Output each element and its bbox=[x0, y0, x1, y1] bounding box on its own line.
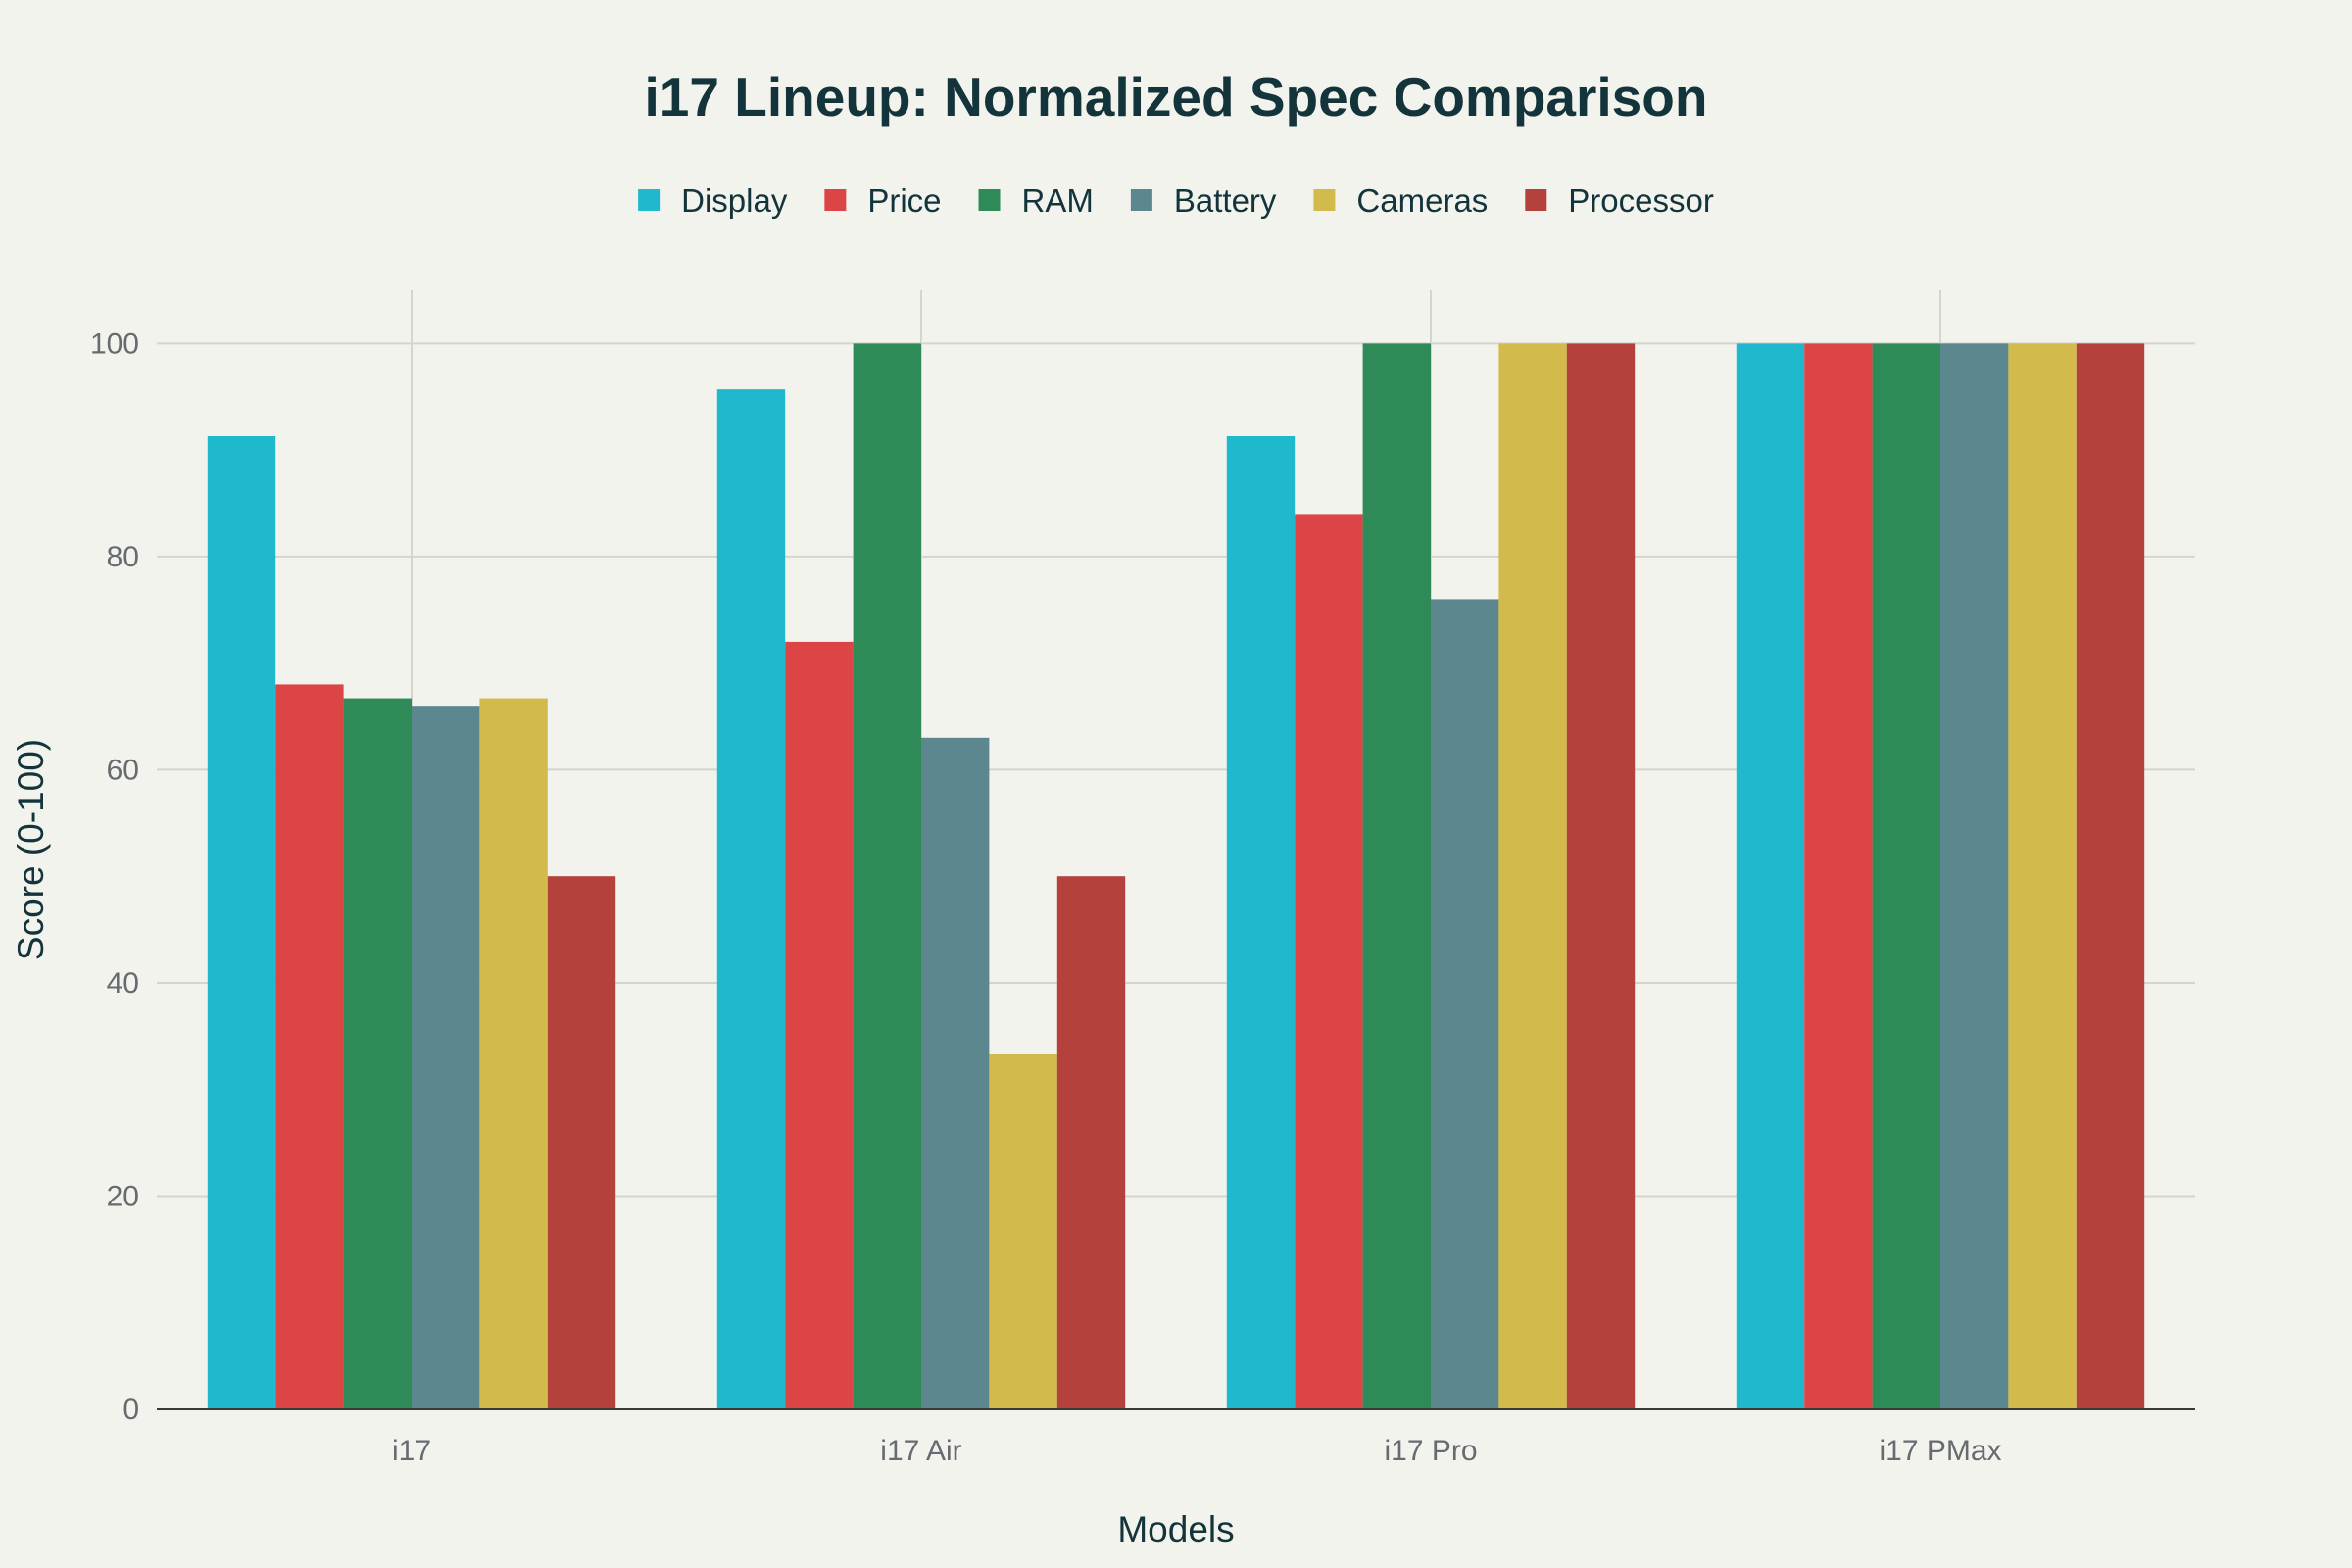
legend-item-processor[interactable]: Processor bbox=[1525, 182, 1714, 219]
bar-i17-air-price bbox=[785, 641, 854, 1409]
y-tick-60: 60 bbox=[107, 754, 139, 786]
y-tick-80: 80 bbox=[107, 541, 139, 573]
legend-item-display[interactable]: Display bbox=[638, 182, 788, 219]
bar-i17-pro-price bbox=[1295, 514, 1363, 1409]
bar-i17-pro-ram bbox=[1362, 343, 1431, 1409]
legend-swatch-price bbox=[824, 189, 847, 211]
bar-i17-pro-display bbox=[1226, 436, 1296, 1410]
legend-label-display: Display bbox=[681, 182, 788, 219]
bar-i17-pro-cameras bbox=[1498, 343, 1567, 1409]
legend-swatch-display bbox=[638, 189, 661, 211]
bar-i17-air-cameras bbox=[989, 1054, 1057, 1409]
bar-i17-pmax-battery bbox=[1940, 343, 2009, 1409]
bar-i17-pmax-display bbox=[1736, 343, 1805, 1409]
legend-swatch-battery bbox=[1130, 189, 1152, 211]
legend-label-cameras: Cameras bbox=[1356, 182, 1488, 219]
legend-label-ram: RAM bbox=[1022, 182, 1094, 219]
bar-i17-pmax-cameras bbox=[2008, 343, 2077, 1409]
x-tick-i17: i17 bbox=[392, 1435, 431, 1467]
bar-i17-cameras bbox=[479, 698, 548, 1409]
bar-i17-battery bbox=[412, 706, 480, 1409]
bar-i17-ram bbox=[343, 698, 412, 1409]
x-tick-i17-pmax: i17 PMax bbox=[1879, 1435, 2001, 1467]
x-axis-ticks: i17 i17 Air i17 Pro i17 PMax bbox=[392, 1435, 2002, 1467]
bar-i17-pmax-price bbox=[1804, 343, 1873, 1409]
bar-i17-air-ram bbox=[853, 343, 921, 1409]
legend-swatch-processor bbox=[1525, 189, 1547, 211]
bars bbox=[207, 343, 2145, 1410]
bar-i17-pro-processor bbox=[1566, 343, 1636, 1409]
bar-i17-pmax-ram bbox=[1872, 343, 1940, 1409]
x-tick-i17-air: i17 Air bbox=[880, 1435, 961, 1467]
legend-item-price[interactable]: Price bbox=[824, 182, 942, 219]
x-tick-i17-pro: i17 Pro bbox=[1384, 1435, 1477, 1467]
bar-i17-processor bbox=[547, 876, 616, 1409]
y-axis-ticks: 0 20 40 60 80 100 bbox=[90, 327, 139, 1426]
legend-label-battery: Battery bbox=[1174, 182, 1277, 219]
legend: Display Price RAM Battery Cameras Processor bbox=[638, 182, 1714, 219]
bar-i17-air-display bbox=[716, 389, 786, 1409]
x-axis-title: Models bbox=[1117, 1509, 1234, 1549]
y-tick-0: 0 bbox=[122, 1394, 139, 1426]
legend-swatch-cameras bbox=[1313, 189, 1336, 211]
legend-item-cameras[interactable]: Cameras bbox=[1313, 182, 1488, 219]
bar-i17-pmax-processor bbox=[2076, 343, 2145, 1409]
bar-i17-pro-battery bbox=[1431, 599, 1499, 1409]
bar-i17-air-battery bbox=[921, 737, 990, 1409]
chart-title: i17 Lineup: Normalized Spec Comparison bbox=[645, 67, 1708, 127]
y-tick-20: 20 bbox=[107, 1180, 139, 1212]
legend-label-price: Price bbox=[867, 182, 941, 219]
bar-i17-display bbox=[207, 436, 276, 1410]
y-axis-title: Score (0-100) bbox=[11, 739, 51, 960]
bar-i17-price bbox=[275, 684, 344, 1409]
y-tick-100: 100 bbox=[90, 327, 139, 360]
legend-item-battery[interactable]: Battery bbox=[1130, 182, 1277, 219]
y-tick-40: 40 bbox=[107, 967, 139, 1000]
legend-label-processor: Processor bbox=[1568, 182, 1714, 219]
bar-i17-air-processor bbox=[1056, 876, 1126, 1409]
legend-item-ram[interactable]: RAM bbox=[978, 182, 1094, 219]
legend-swatch-ram bbox=[978, 189, 1001, 211]
